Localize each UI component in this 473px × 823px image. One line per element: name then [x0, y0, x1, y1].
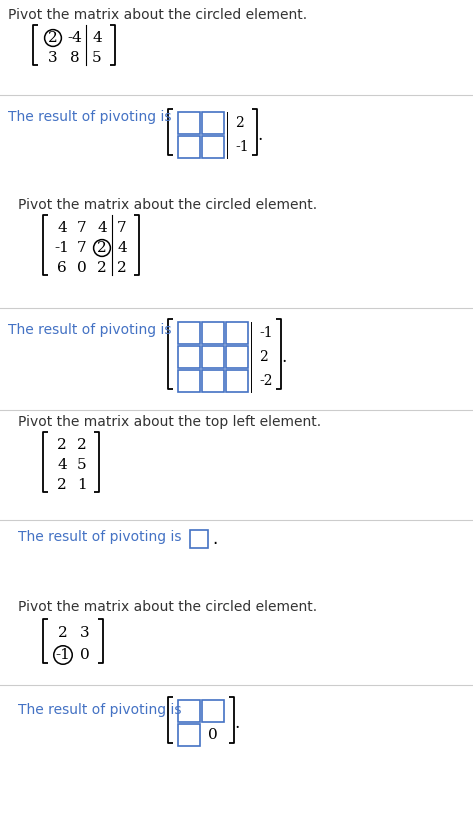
Text: The result of pivoting is: The result of pivoting is — [18, 530, 182, 544]
Text: .: . — [234, 714, 239, 732]
Text: Pivot the matrix about the circled element.: Pivot the matrix about the circled eleme… — [18, 600, 317, 614]
Text: 4: 4 — [57, 221, 67, 235]
Text: 3: 3 — [48, 51, 58, 65]
FancyBboxPatch shape — [190, 530, 208, 548]
Text: 2: 2 — [48, 31, 58, 45]
Text: .: . — [212, 530, 217, 548]
Text: 2: 2 — [77, 438, 87, 452]
Text: 3: 3 — [80, 626, 90, 640]
FancyBboxPatch shape — [202, 136, 224, 158]
Text: 2: 2 — [117, 261, 127, 275]
FancyBboxPatch shape — [202, 112, 224, 134]
Text: 2: 2 — [57, 438, 67, 452]
Text: The result of pivoting is: The result of pivoting is — [8, 323, 172, 337]
Text: Pivot the matrix about the circled element.: Pivot the matrix about the circled eleme… — [8, 8, 307, 22]
Text: 6: 6 — [57, 261, 67, 275]
Text: -2: -2 — [259, 374, 272, 388]
Text: 0: 0 — [80, 648, 90, 662]
Text: 2: 2 — [235, 116, 244, 130]
Text: 2: 2 — [57, 478, 67, 492]
Text: -1: -1 — [54, 241, 70, 255]
Text: -1: -1 — [235, 140, 249, 154]
Text: 8: 8 — [70, 51, 80, 65]
FancyBboxPatch shape — [226, 370, 248, 392]
FancyBboxPatch shape — [226, 346, 248, 368]
FancyBboxPatch shape — [178, 112, 200, 134]
FancyBboxPatch shape — [226, 322, 248, 344]
FancyBboxPatch shape — [202, 346, 224, 368]
Text: -4: -4 — [68, 31, 82, 45]
Text: .: . — [281, 348, 286, 365]
FancyBboxPatch shape — [202, 700, 224, 722]
Text: The result of pivoting is: The result of pivoting is — [18, 703, 182, 717]
FancyBboxPatch shape — [178, 136, 200, 158]
Text: 2: 2 — [97, 241, 107, 255]
Text: 2: 2 — [58, 626, 68, 640]
Text: Pivot the matrix about the top left element.: Pivot the matrix about the top left elem… — [18, 415, 321, 429]
Text: The result of pivoting is: The result of pivoting is — [8, 110, 172, 124]
FancyBboxPatch shape — [178, 346, 200, 368]
FancyBboxPatch shape — [202, 322, 224, 344]
FancyBboxPatch shape — [178, 724, 200, 746]
Text: 7: 7 — [117, 221, 127, 235]
FancyBboxPatch shape — [178, 322, 200, 344]
Text: 0: 0 — [208, 728, 218, 742]
Text: 5: 5 — [77, 458, 87, 472]
Text: 2: 2 — [97, 261, 107, 275]
Text: -1: -1 — [55, 648, 70, 662]
Text: -1: -1 — [259, 326, 272, 340]
Text: .: . — [257, 127, 262, 143]
Text: 5: 5 — [92, 51, 102, 65]
Text: 4: 4 — [117, 241, 127, 255]
Text: 2: 2 — [259, 350, 268, 364]
FancyBboxPatch shape — [178, 370, 200, 392]
Text: 4: 4 — [92, 31, 102, 45]
Text: 7: 7 — [77, 221, 87, 235]
FancyBboxPatch shape — [202, 370, 224, 392]
Text: 4: 4 — [97, 221, 107, 235]
FancyBboxPatch shape — [178, 700, 200, 722]
Text: 7: 7 — [77, 241, 87, 255]
Text: 0: 0 — [77, 261, 87, 275]
Text: Pivot the matrix about the circled element.: Pivot the matrix about the circled eleme… — [18, 198, 317, 212]
Text: 4: 4 — [57, 458, 67, 472]
Text: 1: 1 — [77, 478, 87, 492]
